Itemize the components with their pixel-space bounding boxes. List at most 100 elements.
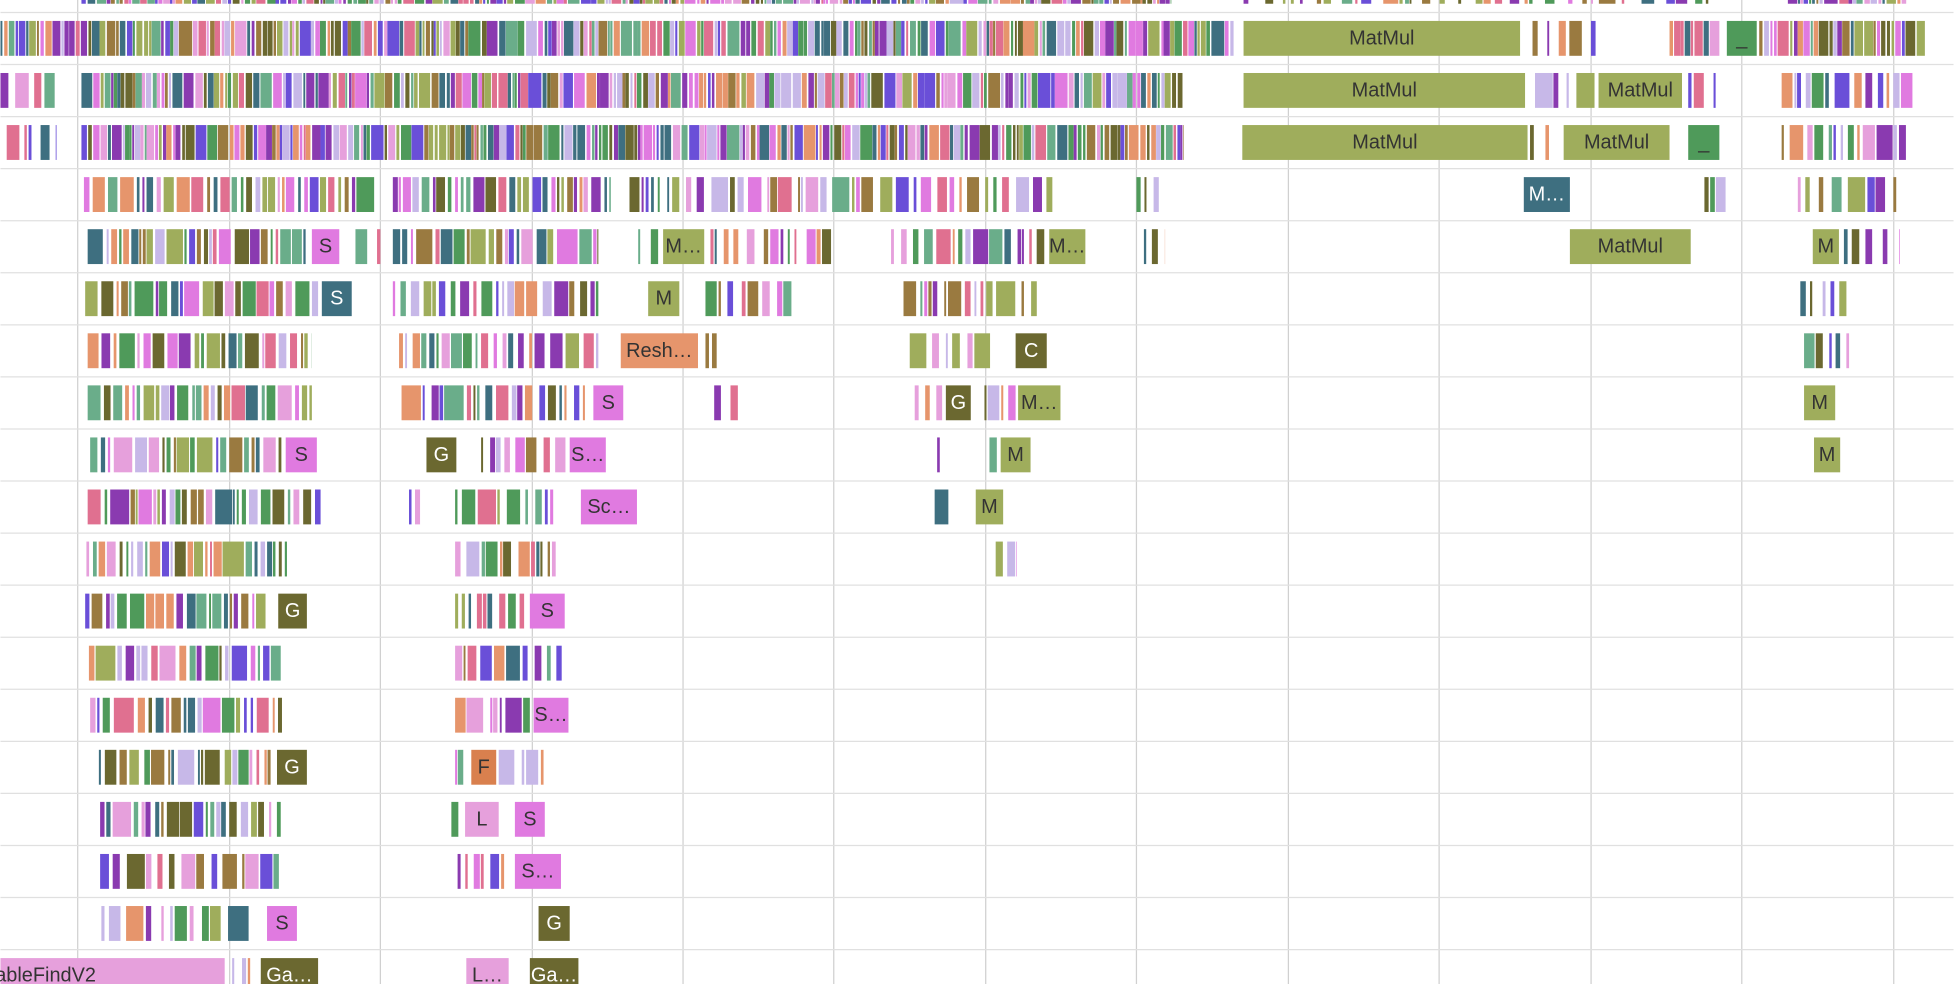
slice[interactable] <box>183 697 187 733</box>
slice[interactable] <box>924 281 928 317</box>
slice[interactable] <box>723 229 729 265</box>
slice[interactable] <box>366 72 370 108</box>
slice[interactable] <box>157 489 160 525</box>
slice[interactable] <box>186 593 196 629</box>
slice[interactable] <box>720 125 727 160</box>
slice[interactable] <box>1006 125 1012 160</box>
slice[interactable] <box>267 906 297 941</box>
slice[interactable] <box>124 0 129 4</box>
slice[interactable] <box>455 125 461 160</box>
slice[interactable] <box>410 281 420 317</box>
slice[interactable] <box>231 20 235 56</box>
slice[interactable] <box>819 125 822 160</box>
slice[interactable] <box>1148 20 1160 56</box>
slice-group[interactable]: MatMul <box>1242 125 1528 160</box>
slice[interactable] <box>209 229 212 265</box>
slice[interactable] <box>1805 177 1810 212</box>
slice[interactable] <box>495 437 501 473</box>
slice[interactable] <box>1194 20 1197 56</box>
slice[interactable] <box>932 333 939 369</box>
slice[interactable] <box>834 72 840 108</box>
slice[interactable] <box>171 749 175 785</box>
slice[interactable] <box>125 72 133 108</box>
slice[interactable] <box>460 125 465 160</box>
slice[interactable] <box>958 229 963 265</box>
slice[interactable] <box>1034 0 1038 4</box>
slice[interactable] <box>81 0 86 4</box>
slice[interactable] <box>1147 125 1150 160</box>
slice[interactable] <box>132 0 140 4</box>
slice[interactable] <box>924 125 928 160</box>
slice[interactable] <box>1007 541 1016 577</box>
slice[interactable] <box>526 125 534 160</box>
slice[interactable] <box>155 281 159 317</box>
slice[interactable] <box>135 489 138 525</box>
slice[interactable] <box>334 0 338 4</box>
slice[interactable] <box>591 20 595 56</box>
slice[interactable] <box>450 20 456 56</box>
slice[interactable] <box>654 0 660 4</box>
slice[interactable] <box>1316 0 1322 4</box>
slice[interactable] <box>205 0 215 4</box>
slice[interactable] <box>636 72 642 108</box>
slice-group[interactable]: S… <box>569 437 606 473</box>
slice[interactable] <box>895 177 909 212</box>
slice[interactable] <box>569 437 606 473</box>
slice[interactable] <box>546 0 553 4</box>
slice[interactable] <box>248 489 258 525</box>
slice[interactable] <box>928 281 932 317</box>
slice[interactable] <box>848 0 852 4</box>
slice[interactable] <box>411 72 414 108</box>
slice[interactable] <box>952 229 955 265</box>
slice[interactable] <box>261 385 265 421</box>
slice[interactable] <box>284 541 287 577</box>
slice[interactable] <box>95 645 116 681</box>
slice[interactable] <box>759 125 770 160</box>
slice[interactable] <box>508 333 514 369</box>
slice[interactable] <box>184 281 200 317</box>
slice[interactable] <box>995 20 1004 56</box>
slice[interactable] <box>1161 72 1165 108</box>
slice[interactable] <box>1174 20 1182 56</box>
slice[interactable] <box>8 20 15 56</box>
slice[interactable] <box>151 645 158 681</box>
slice[interactable] <box>349 72 352 108</box>
slice-group[interactable]: S <box>285 437 317 473</box>
slice[interactable] <box>113 437 133 473</box>
slice[interactable] <box>485 385 493 421</box>
slice[interactable] <box>498 177 507 212</box>
slice-group[interactable]: S <box>267 906 297 941</box>
slice[interactable] <box>414 72 418 108</box>
slice[interactable] <box>338 0 342 4</box>
slice[interactable] <box>542 281 552 317</box>
slice-group[interactable]: G <box>426 437 457 473</box>
slice[interactable] <box>1848 0 1853 4</box>
slice[interactable] <box>645 177 649 212</box>
slice[interactable] <box>504 437 510 473</box>
slice[interactable] <box>993 0 999 4</box>
slice[interactable] <box>358 0 366 4</box>
slice[interactable] <box>392 281 396 317</box>
slice[interactable] <box>106 541 116 577</box>
slice[interactable] <box>664 125 672 160</box>
slice[interactable] <box>412 177 419 212</box>
slice[interactable] <box>1809 281 1813 317</box>
slice[interactable] <box>1076 20 1080 56</box>
slice[interactable] <box>1688 125 1720 160</box>
slice[interactable] <box>1143 20 1148 56</box>
slice[interactable] <box>1781 72 1793 108</box>
slice[interactable] <box>1553 72 1559 108</box>
slice[interactable] <box>518 333 524 369</box>
slice[interactable] <box>1036 229 1045 265</box>
slice[interactable] <box>168 72 171 108</box>
slice[interactable] <box>586 72 597 108</box>
slice[interactable] <box>295 20 299 56</box>
slice[interactable] <box>964 281 971 317</box>
slice[interactable] <box>1157 0 1160 4</box>
slice[interactable] <box>1680 20 1684 56</box>
slice[interactable] <box>860 125 873 160</box>
slice[interactable] <box>394 72 400 108</box>
slice[interactable] <box>471 125 474 160</box>
slice[interactable] <box>203 72 207 108</box>
slice[interactable] <box>726 125 740 160</box>
